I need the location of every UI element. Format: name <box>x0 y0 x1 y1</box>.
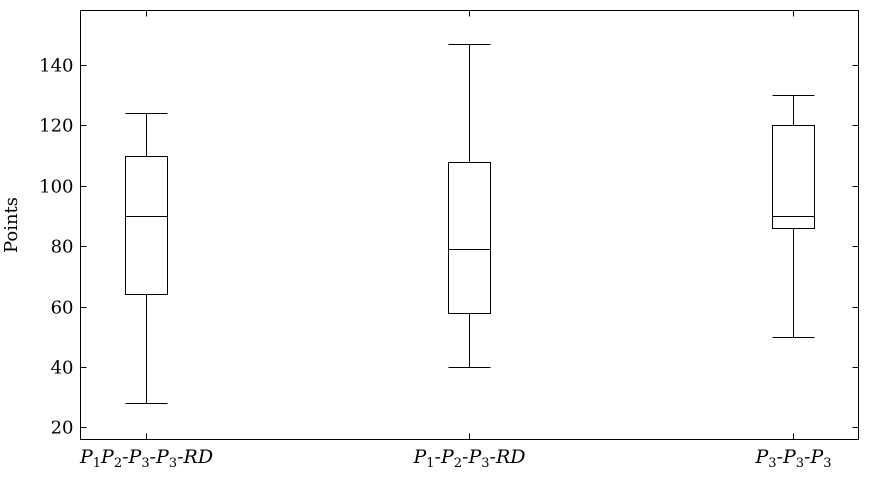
y-tick-label: 140 <box>39 56 73 77</box>
x-axis: P1​P2​-P3​-P3​-RD P1​-P2​-P3​-RD P3​-P3​-P… <box>79 10 832 471</box>
box-group <box>772 95 815 338</box>
x-tick-label: P3​-P3​-P3​ <box>754 446 831 471</box>
y-tick-label: 60 <box>51 298 74 319</box>
box-group <box>448 44 491 368</box>
x-tick-label: P1​P2​-P3​-P3​-RD <box>79 446 213 471</box>
y-tick-label: 80 <box>51 237 74 258</box>
x-tick-label: P1​-P2​-P3​-RD <box>412 446 525 471</box>
y-axis: 20 40 60 80 100 120 140 <box>39 56 859 439</box>
iqr-box <box>125 156 168 295</box>
box-group <box>125 113 168 404</box>
iqr-box <box>448 162 491 314</box>
box-series <box>125 44 815 404</box>
y-tick-label: 40 <box>51 358 74 379</box>
y-tick-label: 20 <box>51 418 74 439</box>
y-axis-label: Points <box>1 197 22 253</box>
y-tick-label: 120 <box>39 116 73 137</box>
iqr-box <box>772 125 815 229</box>
y-tick-label: 100 <box>39 177 73 198</box>
